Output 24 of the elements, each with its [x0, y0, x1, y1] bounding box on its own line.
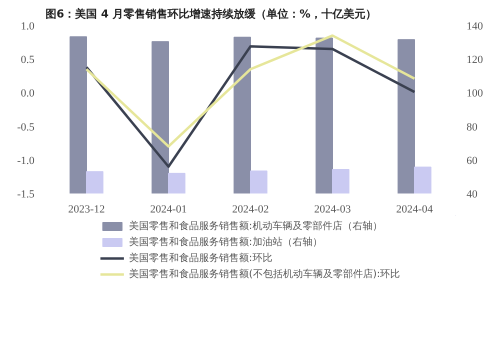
- legend-label: 美国零售和食品服务销售额:加油站（右轴）: [128, 236, 322, 249]
- y2-tick-label: 80: [466, 121, 478, 134]
- y2-tick-label: 140: [466, 20, 484, 32]
- legend-label: 美国零售和食品服务销售额(不包括机动车辆及零部件店):环比: [128, 268, 400, 281]
- y2-tick-label: 100: [466, 88, 484, 100]
- legend-label: 美国零售和食品服务销售额:机动车辆及零部件店（右轴）: [128, 220, 382, 233]
- y-tick-label: -1.5: [17, 188, 35, 200]
- x-tick-label: 2024-03: [314, 204, 352, 216]
- y2-tick-label: 60: [466, 154, 478, 167]
- x-tick-label: 2024-02: [232, 204, 269, 216]
- y2-tick-label: 120: [466, 54, 484, 66]
- legend-label: 美国零售和食品服务销售额:环比: [128, 252, 272, 265]
- line-series: [85, 34, 416, 148]
- x-tick-label: 2024-01: [150, 204, 187, 216]
- y-tick-label: -0.5: [17, 121, 35, 134]
- chart-title: 图6：美国 4 月零售销售环比增速持续放缓（单位：%，十亿美元）: [46, 8, 376, 20]
- x-tick-label: 2024-04: [396, 204, 434, 216]
- x-tick-label: 2023-12: [68, 204, 105, 216]
- y2-tick-label: 40: [466, 188, 478, 200]
- y-tick-label: 0.0: [20, 88, 35, 100]
- y-tick-label: 1.0: [20, 20, 35, 32]
- y-tick-label: 0.5: [20, 54, 35, 66]
- line-series: [85, 45, 416, 168]
- y-tick-label: -1.0: [17, 154, 35, 167]
